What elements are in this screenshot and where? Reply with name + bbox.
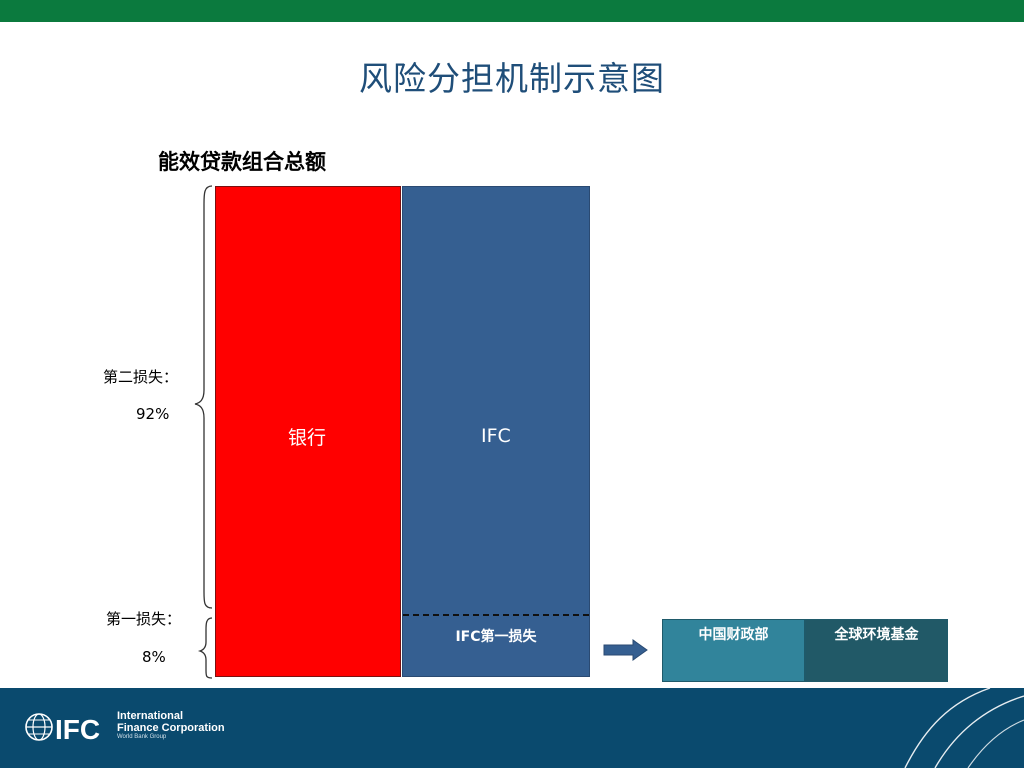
second-loss-label: 第二损失： <box>103 368 179 386</box>
first-loss-divider <box>403 614 589 616</box>
slide-title: 风险分担机制示意图 <box>359 59 665 98</box>
ministry-of-finance-label: 中国财政部 <box>698 627 769 643</box>
right-arrow-icon <box>603 639 648 661</box>
first-loss-label: 第一损失： <box>106 610 182 628</box>
ifc-share-block: IFC <box>402 186 590 677</box>
top-accent-bar <box>0 0 1024 22</box>
logo-line-2: Finance Corporation <box>117 722 225 734</box>
gef-label: 全球环境基金 <box>834 627 919 643</box>
diagram-subtitle: 能效贷款组合总额 <box>158 150 326 174</box>
ifc-label: IFC <box>481 425 511 447</box>
logo-line-3: World Bank Group <box>117 734 167 740</box>
ifc-logo: IFC <box>25 713 100 744</box>
bank-label: 银行 <box>288 427 327 449</box>
bank-share-block: 银行 <box>215 186 401 677</box>
globe-icon <box>25 713 53 741</box>
logo-mark: IFC <box>55 714 100 744</box>
footer-swoosh <box>904 688 1024 768</box>
logo-text: International Finance Corporation <box>117 710 225 734</box>
footer-bar: IFC International Finance Corporation Wo… <box>0 688 1024 768</box>
ministry-of-finance-box: 中国财政部 <box>662 619 805 682</box>
ifc-first-loss-label: IFC第一损失 <box>455 629 537 645</box>
logo-line-1: International <box>117 710 184 722</box>
first-loss-value: 8% <box>142 648 166 666</box>
gef-box: 全球环境基金 <box>805 619 948 682</box>
second-loss-value: 92% <box>136 405 170 423</box>
curly-brace-icon <box>194 185 213 679</box>
